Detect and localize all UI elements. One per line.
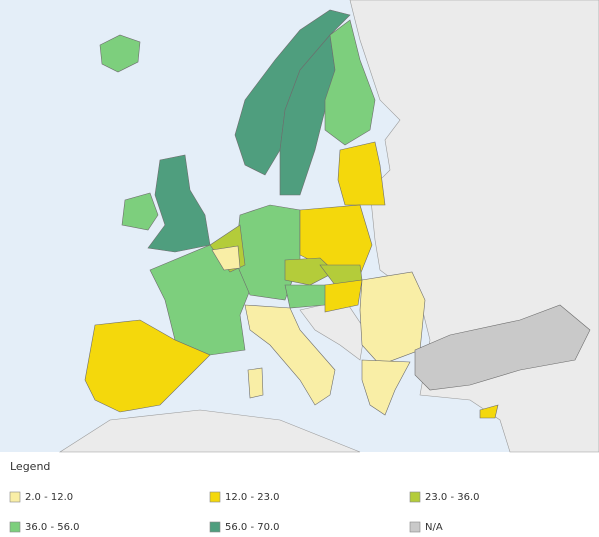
legend-label: 2.0 - 12.0: [25, 492, 73, 503]
legend-swatch: [9, 491, 21, 503]
legend-label: 23.0 - 36.0: [425, 492, 480, 503]
legend-label: 12.0 - 23.0: [225, 492, 280, 503]
legend-swatch: [409, 521, 421, 533]
baltics: [337, 141, 386, 206]
legend-title: Legend: [10, 460, 50, 473]
spain-portugal: [84, 319, 211, 413]
greece: [361, 359, 411, 416]
finland: [324, 19, 376, 146]
sardinia: [247, 367, 264, 399]
legend: 2.0 - 12.0 12.0 - 23.0 23.0 - 36.0 36.0 - 5…: [9, 491, 480, 533]
ireland: [121, 192, 159, 231]
land: [58, 409, 361, 453]
austria: [284, 284, 331, 309]
legend-label: 56.0 - 70.0: [225, 522, 280, 533]
legend-label: 36.0 - 56.0: [25, 522, 80, 533]
cyprus: [479, 404, 499, 419]
turkey: [414, 304, 591, 391]
uk: [147, 154, 211, 253]
belgium: [211, 245, 241, 271]
italy: [244, 304, 336, 406]
legend-swatch: [209, 521, 221, 533]
hungary: [324, 279, 363, 313]
romania-bulgaria: [359, 271, 426, 366]
legend-swatch: [9, 521, 21, 533]
legend-label: N/A: [425, 522, 443, 533]
iceland: [99, 34, 141, 73]
legend-swatch: [209, 491, 221, 503]
legend-swatch: [409, 491, 421, 503]
